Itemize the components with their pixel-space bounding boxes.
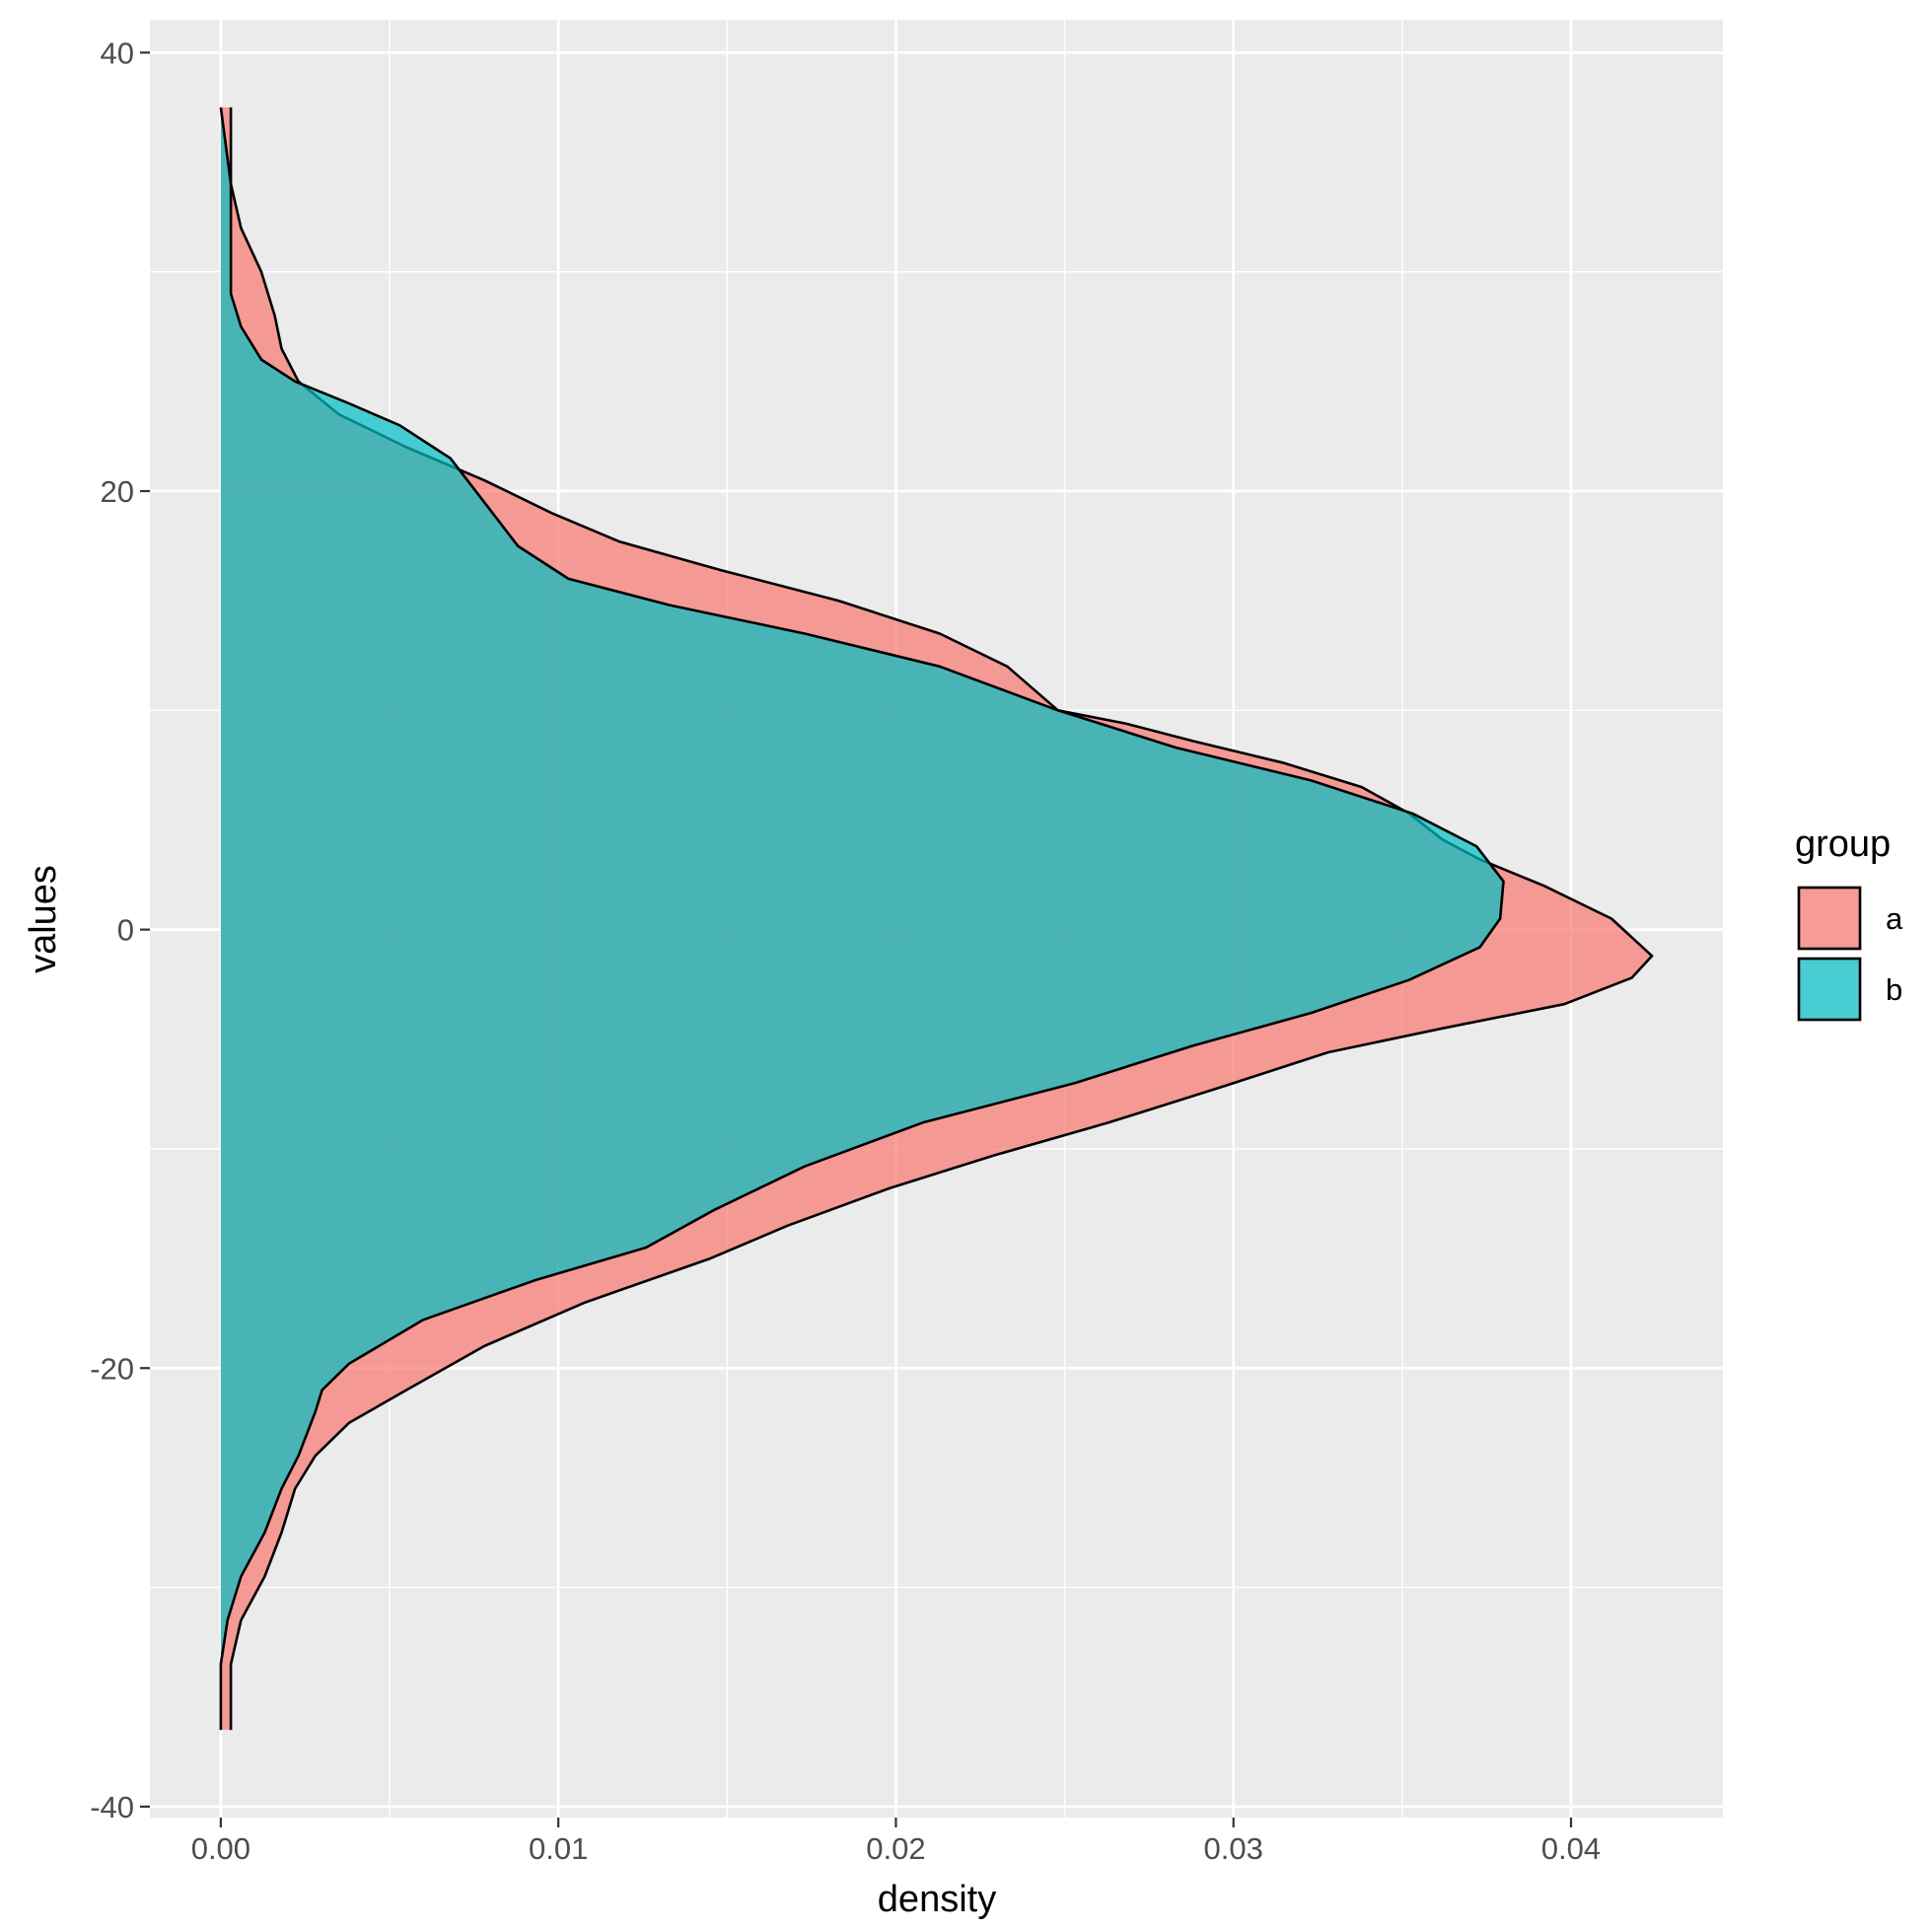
legend-label-a: a (1886, 901, 1903, 936)
x-tick-label: 0.02 (866, 1831, 925, 1866)
y-tick-label: -20 (90, 1351, 134, 1386)
x-tick-label: 0.04 (1541, 1831, 1601, 1866)
x-axis-title: density (878, 1879, 996, 1920)
y-tick-label: 20 (101, 474, 134, 509)
y-axis-title: values (23, 865, 64, 973)
legend-label-b: b (1886, 972, 1902, 1007)
axes: 0.00 0.01 0.02 0.03 0.04 -40 -20 0 20 40 (90, 36, 1601, 1866)
x-tick-label: 0.03 (1204, 1831, 1263, 1866)
legend-title: group (1795, 823, 1891, 865)
y-tick-label: 0 (117, 913, 134, 948)
y-tick-label: 40 (101, 36, 134, 70)
density-area-b (220, 107, 1504, 1731)
legend-keys: ab (1797, 886, 1903, 1022)
legend: group ab (1795, 823, 1903, 1022)
legend-swatch-a (1797, 886, 1862, 951)
density-areas (219, 107, 1654, 1731)
x-tick-label: 0.00 (191, 1831, 250, 1866)
x-tick-label: 0.01 (529, 1831, 588, 1866)
y-tick-label: -40 (90, 1790, 134, 1824)
density-outline-b (219, 107, 1505, 1731)
legend-swatch-b (1797, 957, 1862, 1022)
